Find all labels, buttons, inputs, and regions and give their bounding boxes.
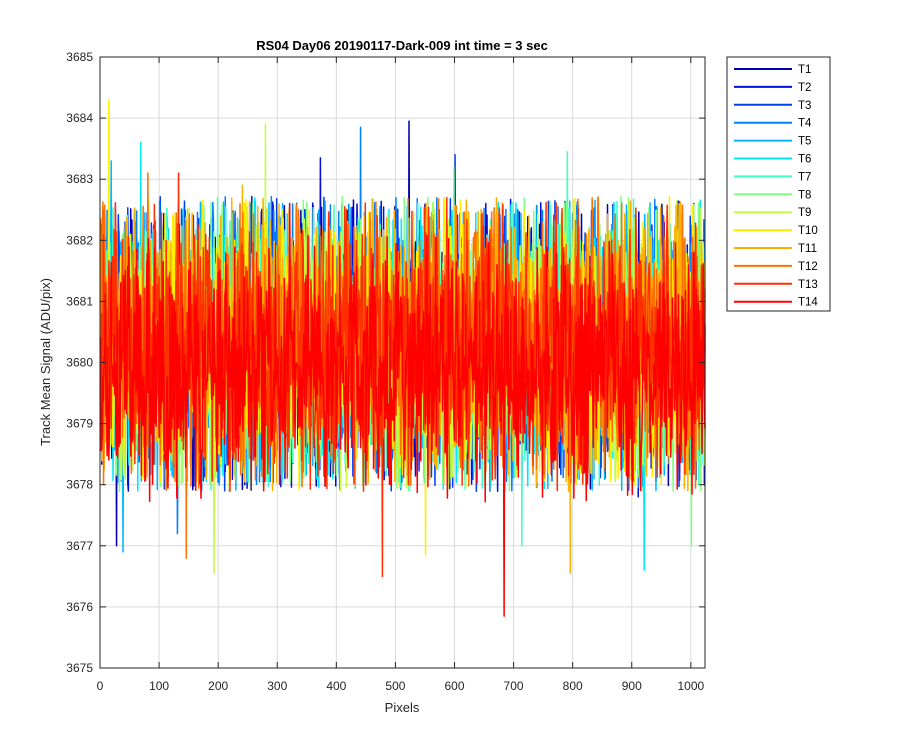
legend-label-t11: T11 (798, 243, 817, 255)
legend-label-t4: T4 (798, 118, 812, 130)
legend-label-t13: T13 (798, 279, 818, 291)
ticks: 0 100 200 300 400 500 600 700 800 900 1000 3675 3676… (66, 50, 705, 693)
x-tick-label: 0 (97, 679, 104, 693)
y-tick-label: 3680 (66, 356, 93, 370)
legend-label-t14: T14 (798, 297, 818, 309)
y-tick-label: 3682 (66, 233, 93, 247)
legend-label-t6: T6 (798, 154, 811, 166)
legend-label-t7: T7 (798, 171, 811, 183)
legend-box (726, 56, 831, 312)
legend-label-t10: T10 (798, 225, 818, 237)
x-tick-label: 400 (326, 679, 346, 693)
x-tick-label: 700 (504, 679, 524, 693)
x-tick-label: 900 (622, 679, 642, 693)
series-line-t14 (99, 202, 706, 617)
y-tick-label: 3684 (66, 111, 93, 125)
x-tick-label: 200 (208, 679, 228, 693)
x-tick-label: 600 (444, 679, 464, 693)
y-tick-label: 3681 (66, 294, 93, 308)
legend-label-t5: T5 (798, 136, 811, 148)
y-tick-label: 3683 (66, 172, 93, 186)
x-tick-label: 100 (149, 679, 169, 693)
y-tick-label: 3679 (66, 417, 93, 431)
legend-items: T1 T2 T3 T4 T5 T6 T7 T8 T9 T10 T11 T12 T13 T14 (734, 64, 818, 309)
series-line-t13 (99, 172, 706, 578)
x-axis-label: Pixels (385, 700, 420, 715)
legend-label-t9: T9 (798, 207, 811, 219)
y-tick-label: 3675 (66, 661, 93, 675)
series-layer (99, 99, 706, 617)
legend-label-t2: T2 (798, 82, 811, 94)
legend-label-t1: T1 (798, 64, 811, 76)
x-tick-label: 1000 (677, 679, 704, 693)
legend-label-t12: T12 (798, 261, 818, 273)
legend-label-t8: T8 (798, 189, 811, 201)
y-axis-label: Track Mean Signal (ADU/pix) (38, 278, 53, 446)
x-tick-label: 500 (385, 679, 405, 693)
y-tick-label: 3685 (66, 50, 93, 64)
legend-label-t3: T3 (798, 100, 811, 112)
chart-title: RS04 Day06 20190117-Dark-009 int time = … (256, 38, 548, 53)
x-tick-label: 300 (267, 679, 287, 693)
y-tick-label: 3678 (66, 478, 93, 492)
legend: T1 T2 T3 T4 T5 T6 T7 T8 T9 T10 T11 T12 T13 T14 (726, 56, 831, 312)
x-tick-label: 800 (563, 679, 583, 693)
y-tick-label: 3676 (66, 600, 93, 614)
y-tick-label: 3677 (66, 539, 93, 553)
